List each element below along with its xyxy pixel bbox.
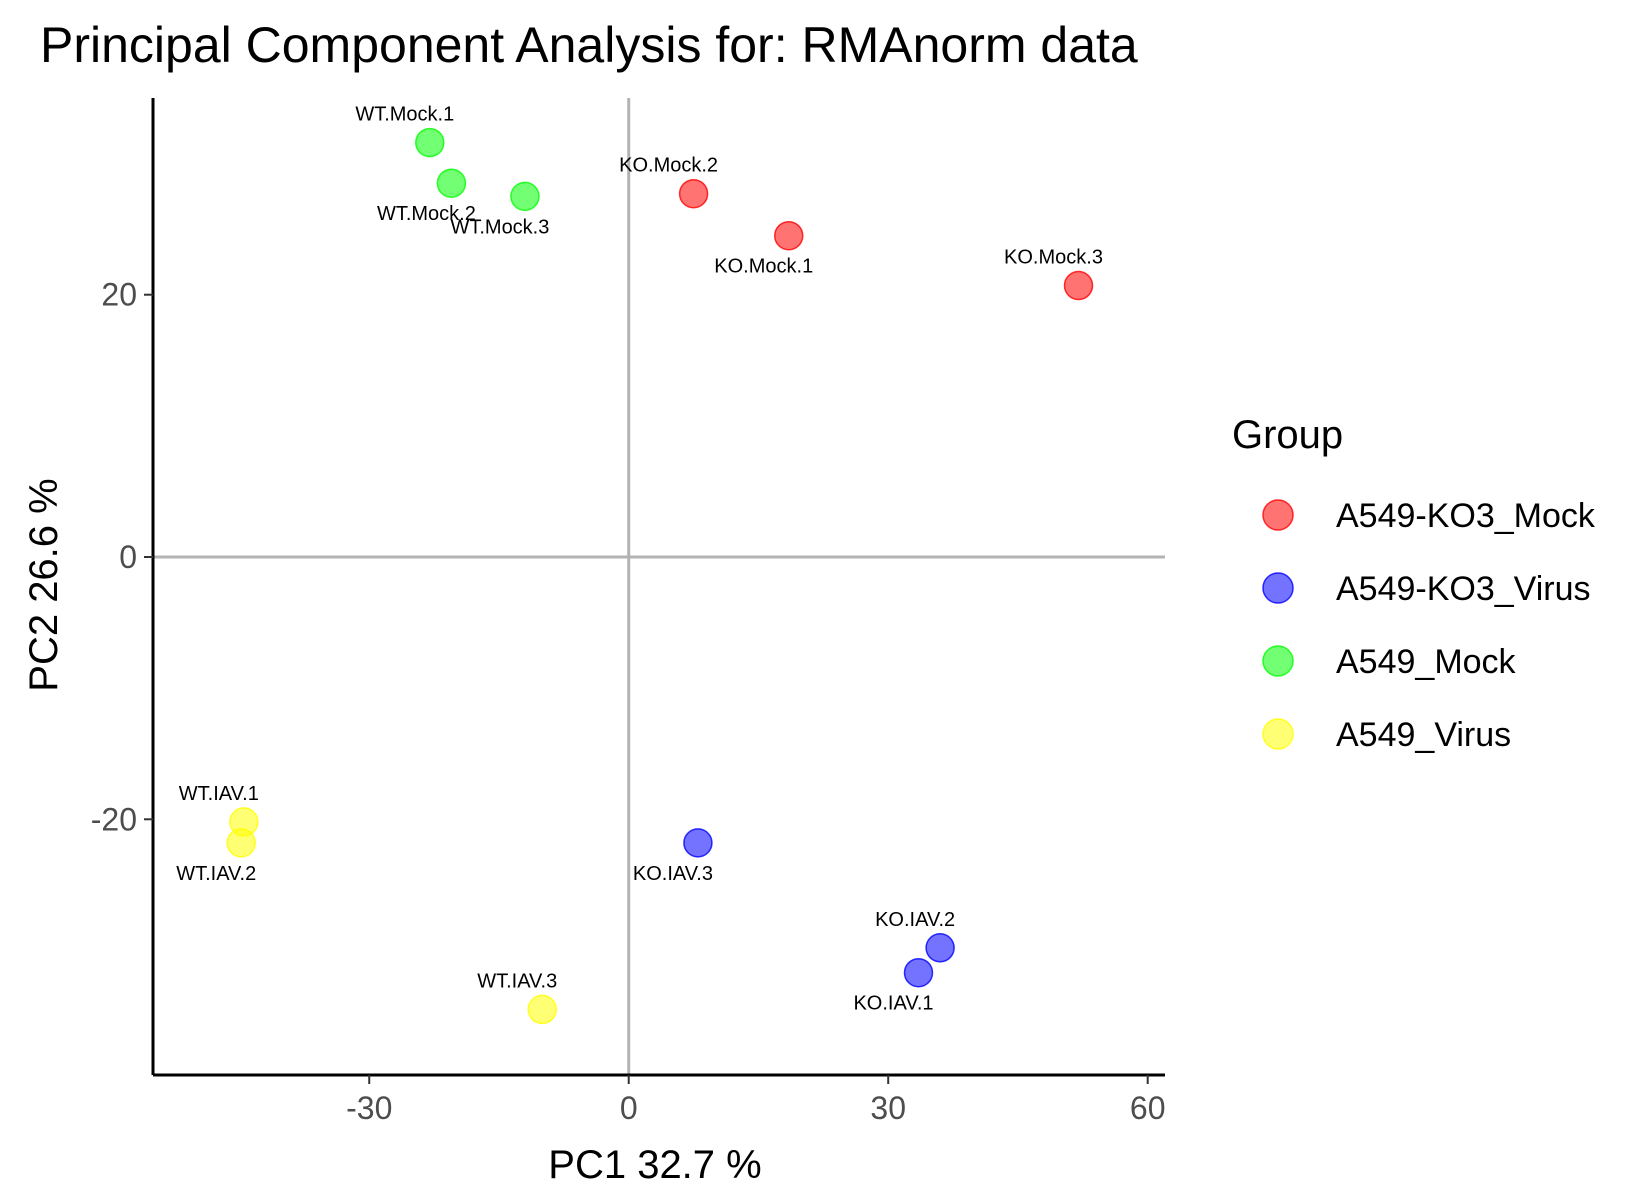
data-point	[510, 181, 540, 212]
legend-key	[1262, 572, 1294, 604]
point-label: WT.Mock.1	[355, 104, 454, 126]
y-tick-label: 20	[101, 277, 137, 313]
legend-label: A549_Virus	[1336, 716, 1511, 754]
legend-label: A549_Mock	[1336, 643, 1517, 681]
point-label: WT.IAV.2	[176, 863, 256, 885]
x-tick-label: 0	[620, 1090, 638, 1126]
legend-key	[1262, 645, 1294, 677]
data-point	[436, 168, 467, 198]
point-label: KO.Mock.2	[619, 155, 718, 177]
legend: Group A549-KO3_Mock A549-KO3_Virus A549_Mo…	[1232, 413, 1596, 754]
legend-key	[1262, 499, 1294, 531]
x-tick-label: -30	[346, 1090, 392, 1126]
point-label: WT.IAV.1	[179, 783, 259, 805]
data-point	[415, 127, 445, 158]
x-tick-label: 30	[870, 1090, 906, 1126]
legend-label: A549-KO3_Mock	[1336, 497, 1596, 535]
data-point	[903, 957, 934, 988]
point-label: WT.Mock.3	[450, 216, 549, 238]
y-axis-title: PC2 26.6 %	[22, 478, 66, 691]
data-point	[678, 178, 709, 209]
point-label: KO.IAV.2	[875, 909, 955, 931]
data-point	[1063, 270, 1094, 301]
data-point	[226, 828, 256, 858]
point-label: KO.Mock.1	[714, 256, 813, 278]
data-point	[925, 933, 955, 963]
x-tick-label: 60	[1130, 1090, 1166, 1126]
legend-key	[1262, 718, 1294, 750]
point-label: WT.IAV.3	[477, 970, 557, 992]
legend-label: A549-KO3_Virus	[1336, 570, 1591, 608]
x-axis-title: PC1 32.7 %	[548, 1143, 761, 1187]
plot-panel: -30 0 30 60 -20 0 20 KO.Mock.1 KO.Mock.2 KO.Mock.…	[91, 98, 1166, 1126]
data-point	[527, 994, 557, 1025]
y-tick-label: -20	[91, 801, 137, 837]
data-point	[773, 220, 804, 251]
point-label: KO.IAV.1	[853, 993, 933, 1015]
data-point	[683, 828, 713, 858]
point-label: KO.IAV.3	[633, 863, 713, 885]
chart-title: Principal Component Analysis for: RMAnor…	[40, 17, 1138, 73]
point-label: WT.Mock.2	[377, 203, 476, 225]
point-label: KO.Mock.3	[1004, 247, 1103, 269]
legend-title: Group	[1232, 413, 1343, 457]
y-tick-label: 0	[119, 539, 137, 575]
